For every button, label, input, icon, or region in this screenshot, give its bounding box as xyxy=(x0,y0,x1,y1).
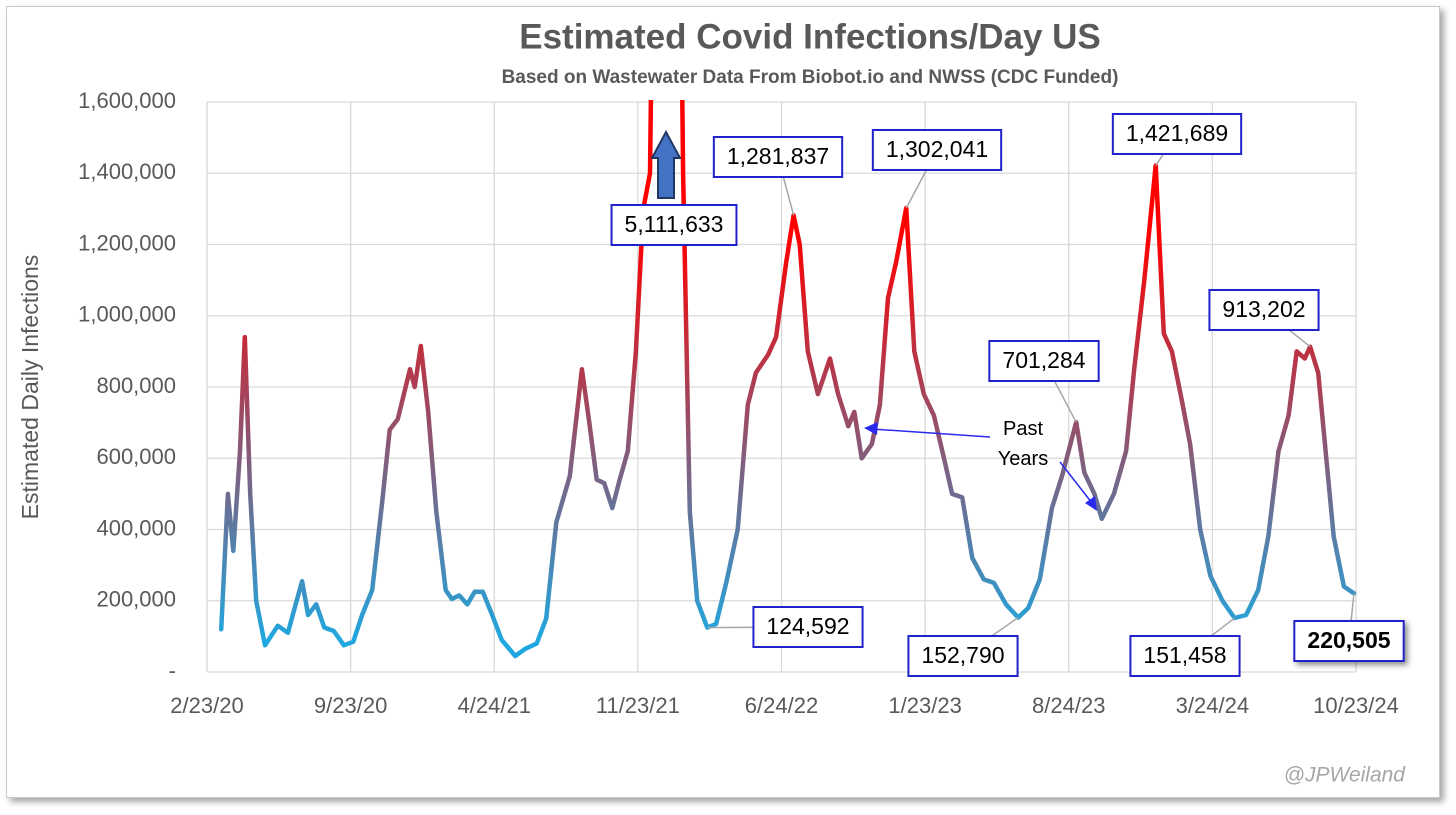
arrow-line xyxy=(1059,461,1093,504)
value-label: 152,790 xyxy=(921,642,1004,668)
y-tick-label: 800,000 xyxy=(96,373,176,398)
x-tick-label: 3/24/24 xyxy=(1176,693,1249,718)
label-box xyxy=(907,635,1019,677)
label-box xyxy=(752,606,864,648)
infection-line xyxy=(218,100,1357,659)
y-tick-label: 400,000 xyxy=(96,515,176,540)
y-tick-label: 1,600,000 xyxy=(78,88,176,113)
value-label: 1,421,689 xyxy=(1126,120,1228,146)
grid: - 200,000 400,000 600,000 800,000 1,000,000 1,… xyxy=(78,88,1399,718)
credit: @JPWeiland xyxy=(1284,764,1407,787)
annotation-arrows xyxy=(864,422,1097,511)
value-label: 220,505 xyxy=(1307,627,1390,653)
chart-subtitle: Based on Wastewater Data From Biobot.io … xyxy=(502,67,1119,88)
label-box xyxy=(988,340,1100,382)
value-label: 1,302,041 xyxy=(886,136,988,162)
off-scale-arrow xyxy=(650,129,682,199)
x-tick-label: 11/23/21 xyxy=(596,693,680,718)
y-tick-label: 1,000,000 xyxy=(78,302,176,327)
y-tick-label: 600,000 xyxy=(96,444,176,469)
x-tick-label: 4/24/21 xyxy=(458,693,531,718)
label-box xyxy=(871,129,1003,171)
x-tick-label: 6/24/22 xyxy=(745,693,818,718)
label-box xyxy=(712,136,844,178)
label-box xyxy=(610,204,738,246)
x-tick-label: 10/23/24 xyxy=(1313,693,1399,718)
y-tick-label: 1,200,000 xyxy=(78,230,176,255)
value-label: 1,281,837 xyxy=(727,143,829,169)
x-tick-label: 9/23/20 xyxy=(314,693,387,718)
x-tick-label: 2/23/20 xyxy=(170,693,243,718)
arrow-head xyxy=(864,422,878,435)
value-label: 913,202 xyxy=(1222,296,1305,322)
y-axis-title: Estimated Daily Infections xyxy=(17,255,43,520)
label-box xyxy=(1208,289,1320,331)
value-label: 151,458 xyxy=(1143,642,1226,668)
label-box xyxy=(1129,635,1241,677)
x-tick-label: 8/24/23 xyxy=(1032,693,1105,718)
value-label: 5,111,633 xyxy=(625,211,724,237)
x-tick-label: 1/23/23 xyxy=(888,693,961,718)
arrow-line xyxy=(871,428,991,438)
y-tick-label: 200,000 xyxy=(96,587,176,612)
arrow-head xyxy=(1085,496,1097,511)
label-box xyxy=(1111,113,1243,155)
y-tick-label: 1,400,000 xyxy=(78,159,176,184)
value-label: 701,284 xyxy=(1002,347,1085,373)
value-label: 124,592 xyxy=(766,613,849,639)
label-box xyxy=(1293,620,1405,662)
y-tick-label: - xyxy=(169,658,176,683)
chart-title: Estimated Covid Infections/Day US xyxy=(519,17,1101,56)
value-labels: 5,111,633 124,592 1,281,837 1,302,041 152,79… xyxy=(610,113,1405,677)
plot xyxy=(218,100,1357,659)
annotation: Past Years xyxy=(997,418,1049,470)
